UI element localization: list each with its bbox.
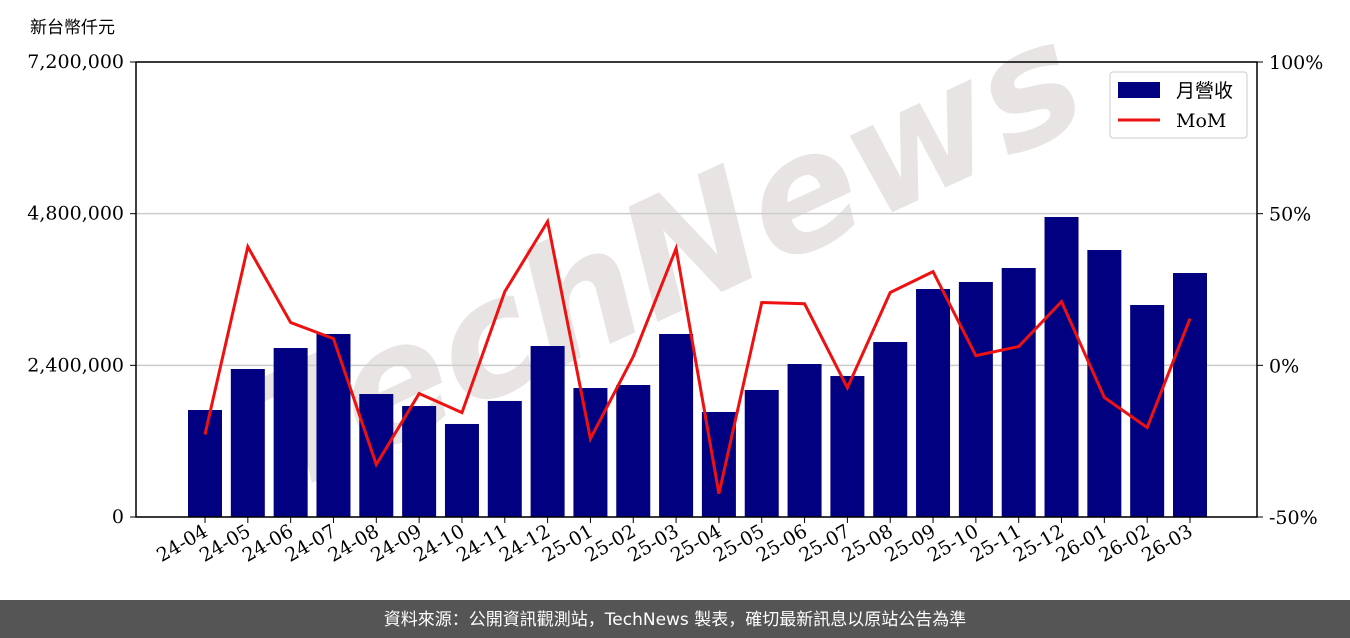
bar: [616, 384, 651, 517]
bar: [316, 333, 351, 517]
bar: [402, 406, 437, 517]
bar: [1130, 304, 1165, 517]
footer: 資料來源：公開資訊觀測站，TechNews 製表，確切最新訊息以原站公告為準: [384, 610, 966, 630]
x-tick-label: 26-03: [1138, 520, 1196, 566]
bar: [830, 376, 865, 517]
y2-tick-label: 0%: [1269, 355, 1299, 377]
bar: [273, 348, 308, 517]
bar: [659, 333, 694, 517]
bar: [359, 394, 394, 517]
bar: [787, 364, 822, 517]
bar: [1173, 273, 1207, 517]
bar: [916, 288, 951, 517]
bar: [744, 389, 779, 517]
footer-bar: [0, 600, 1350, 638]
y2-tick-label: 100%: [1269, 52, 1323, 74]
y-tick-label: 7,200,000: [27, 51, 124, 73]
bar: [1001, 268, 1036, 517]
bar: [1044, 217, 1079, 517]
y-tick-label: 2,400,000: [27, 354, 124, 376]
y2-tick-label: -50%: [1269, 507, 1318, 529]
y-tick-label: 4,800,000: [27, 203, 124, 225]
bar: [873, 342, 908, 517]
legend-label: MoM: [1176, 110, 1226, 132]
bar: [230, 368, 265, 517]
legend-swatch: [1118, 82, 1160, 98]
y-axis-label: 新台幣仟元: [30, 18, 115, 38]
bar: [1087, 250, 1122, 517]
bar: [530, 345, 565, 517]
plot-frame: [135, 61, 1258, 518]
y-tick-label: 0: [112, 506, 124, 528]
line: [203, 217, 1192, 494]
bar: [188, 410, 222, 517]
y2-tick-label: 50%: [1269, 204, 1311, 226]
legend-label: 月營收: [1176, 80, 1233, 102]
bar: [487, 400, 522, 517]
bar: [444, 423, 479, 517]
bar: [573, 388, 608, 517]
bar: [958, 281, 993, 517]
